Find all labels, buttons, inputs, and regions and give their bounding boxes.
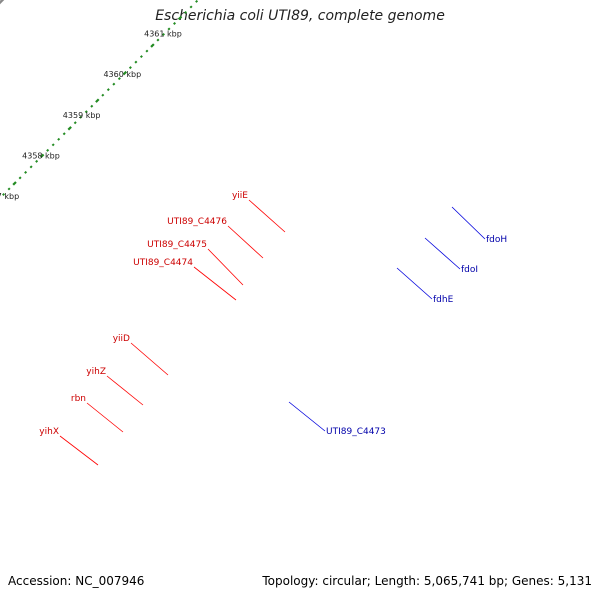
label-leader xyxy=(59,435,99,466)
map-title: Escherichia coli UTI89, complete genome xyxy=(155,8,445,24)
tick-mark xyxy=(46,148,50,152)
tick-mark xyxy=(134,60,138,64)
tick-mark xyxy=(161,33,165,36)
tick-mark xyxy=(167,27,171,31)
tick-mark xyxy=(173,21,176,25)
tick-mark xyxy=(122,70,128,76)
tick-mark xyxy=(24,170,28,174)
gene-label: fdoI xyxy=(461,265,478,275)
tick-marks xyxy=(2,0,199,196)
label-leader xyxy=(106,375,144,406)
tick-mark xyxy=(112,82,116,86)
tick-mark xyxy=(195,0,199,3)
kbp-tick-label: 4361 kbp xyxy=(144,30,182,39)
kbp-tick-label: 4357 kbp xyxy=(0,192,19,201)
gene-label: yihX xyxy=(39,427,59,437)
tick-mark xyxy=(51,143,55,147)
tick-mark xyxy=(128,66,132,70)
label-leader xyxy=(130,342,169,376)
tick-mark xyxy=(177,15,183,21)
gene-label: yihZ xyxy=(86,367,106,377)
label-leader xyxy=(396,267,433,300)
tick-mark xyxy=(189,5,193,9)
tick-mark xyxy=(18,176,22,180)
tick-mark xyxy=(184,10,188,14)
gene-label: yiiE xyxy=(232,191,248,201)
gene-label: UTI89_C4474 xyxy=(133,258,193,268)
tick-mark xyxy=(95,98,100,103)
tick-mark xyxy=(2,192,6,196)
tick-mark xyxy=(67,126,72,131)
tick-mark xyxy=(79,115,83,119)
tick-mark xyxy=(117,77,121,81)
accession-text: Accession: NC_007946 xyxy=(8,574,145,588)
label-leader xyxy=(207,248,244,286)
gene-label: UTI89_C4475 xyxy=(147,240,207,250)
gene-label: fdhE xyxy=(433,295,454,305)
gene-label: fdoH xyxy=(486,235,507,245)
label-leaders xyxy=(59,199,486,466)
tick-mark xyxy=(29,165,33,169)
label-leader xyxy=(288,401,326,432)
tick-mark xyxy=(101,93,105,97)
tick-mark xyxy=(62,132,66,136)
label-leader xyxy=(86,402,124,433)
tick-mark xyxy=(90,104,94,108)
label-leader xyxy=(424,237,461,270)
gene-label: rbn xyxy=(71,394,86,404)
tick-mark xyxy=(106,88,110,92)
backbone-line xyxy=(0,0,5,5)
gene-label: UTI89_C4476 xyxy=(167,217,227,227)
backbone xyxy=(0,0,5,5)
gene-label: yiiD xyxy=(113,334,130,344)
kbp-tick-label: 4358 kbp xyxy=(22,151,60,160)
tick-mark xyxy=(39,153,45,159)
tick-mark xyxy=(84,110,88,114)
gene-label: UTI89_C4473 xyxy=(326,427,386,437)
tick-mark xyxy=(12,181,17,186)
tick-mark xyxy=(35,159,39,163)
label-leader xyxy=(227,225,264,259)
tick-mark xyxy=(139,55,143,59)
label-leader xyxy=(193,266,237,301)
label-leader xyxy=(451,206,486,240)
tick-mark xyxy=(156,38,160,42)
label-leader xyxy=(248,199,286,233)
kbp-tick-label: 4360 kbp xyxy=(103,70,141,79)
tick-mark xyxy=(150,43,155,48)
tick-mark xyxy=(7,187,11,191)
tick-mark xyxy=(145,49,149,53)
topology-text: Topology: circular; Length: 5,065,741 bp… xyxy=(262,574,592,588)
kbp-tick-label: 4359 kbp xyxy=(63,111,101,120)
tick-mark xyxy=(73,121,77,125)
tick-mark xyxy=(57,137,61,141)
